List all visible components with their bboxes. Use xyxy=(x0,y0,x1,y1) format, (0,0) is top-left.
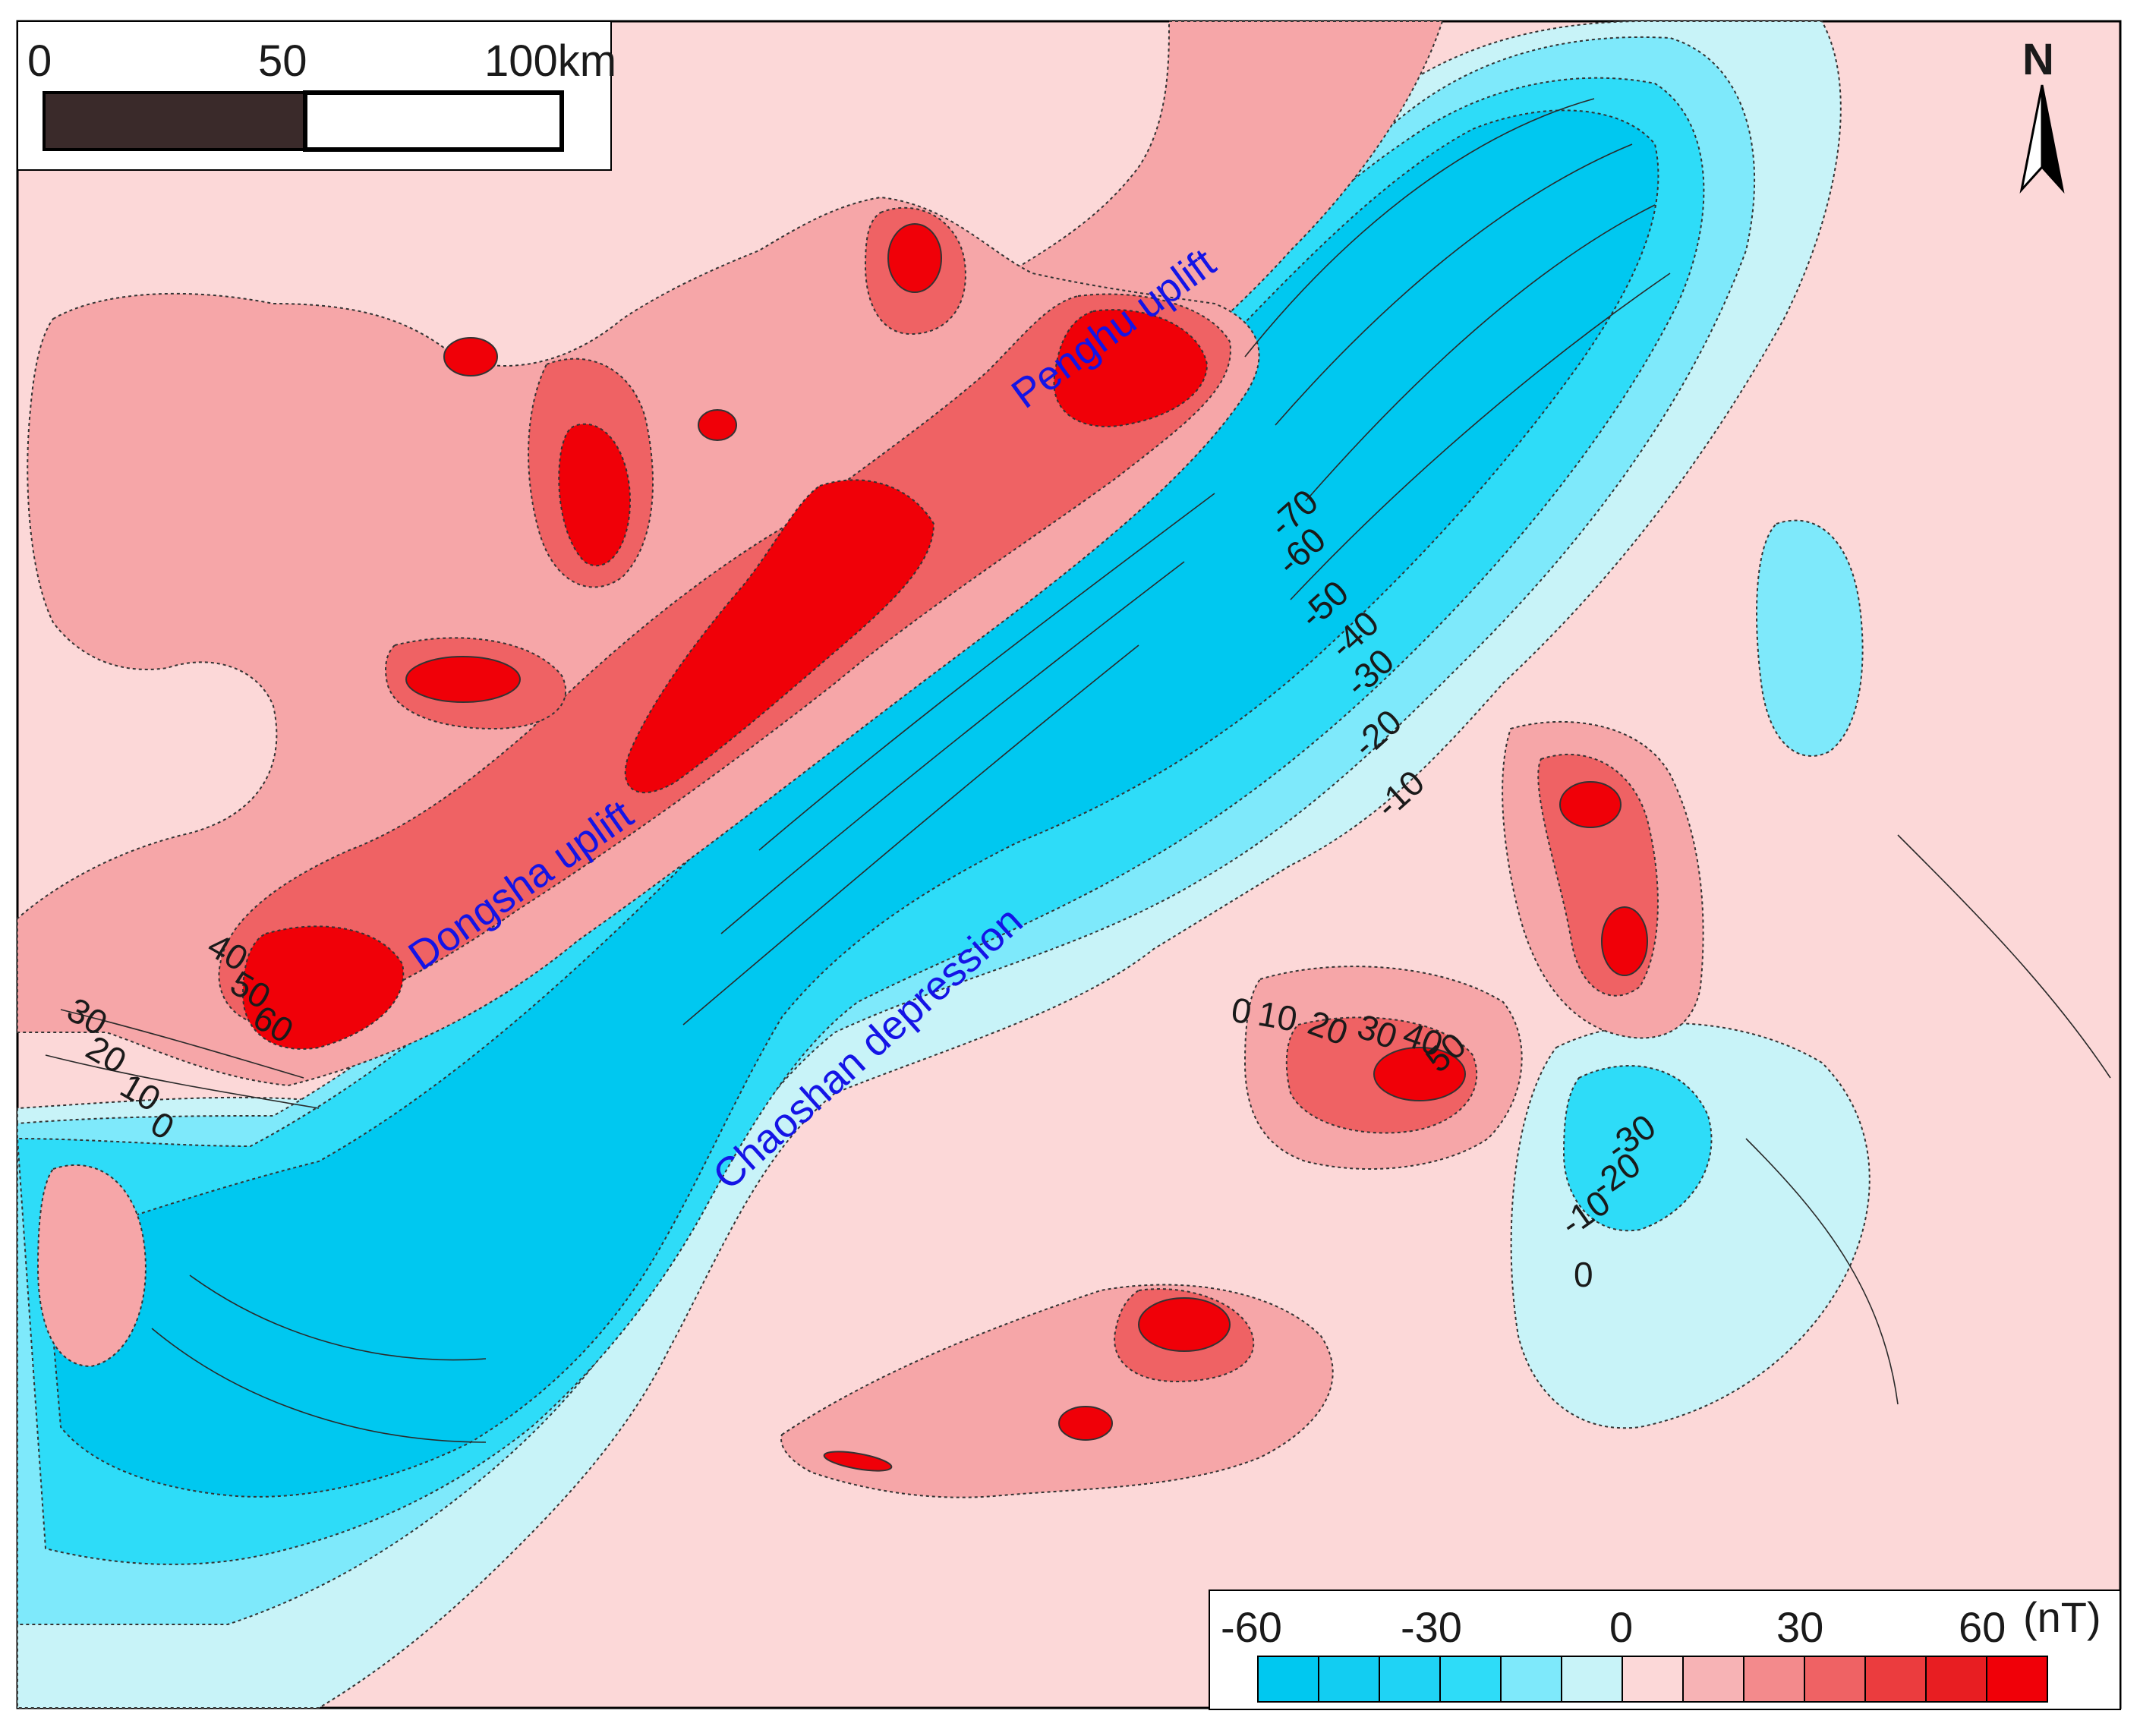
red-core-penghu xyxy=(1053,309,1209,427)
legend-swatch xyxy=(1986,1656,2048,1703)
contour-line xyxy=(1305,204,1656,502)
positive-anomaly-zones xyxy=(17,20,1704,1498)
legend-swatch xyxy=(1925,1656,1987,1703)
red-core-south xyxy=(1138,1297,1231,1352)
contour-line xyxy=(1290,273,1671,600)
legend-swatch xyxy=(1439,1656,1502,1703)
contour-line xyxy=(720,561,1185,934)
legend-swatch xyxy=(1743,1656,1805,1703)
red-core-northwest xyxy=(558,423,632,567)
red-core-southwest xyxy=(1058,1406,1113,1441)
legend-swatch xyxy=(1500,1656,1562,1703)
contour-line xyxy=(1745,1138,1899,1405)
contour-label: 0 xyxy=(1574,1255,1593,1294)
legend-tick-label: 60 xyxy=(1959,1603,2006,1651)
red-core-main-ridge xyxy=(624,479,935,794)
red-core-dongsha xyxy=(241,925,405,1050)
legend-swatches xyxy=(1257,1656,2048,1703)
legend-swatch xyxy=(1804,1656,1866,1703)
legend-tick-label: -60 xyxy=(1221,1603,1282,1651)
red-core-south-streak xyxy=(823,1451,893,1472)
legend-swatch xyxy=(1379,1656,1441,1703)
legend-swatch xyxy=(1561,1656,1623,1703)
scale-label-50: 50 xyxy=(258,36,307,86)
legend-swatch xyxy=(1682,1656,1744,1703)
contour-line xyxy=(1244,98,1595,358)
legend-swatch xyxy=(1864,1656,1927,1703)
scale-bar: 0 50 100km xyxy=(17,20,616,171)
scale-bar-empty-segment xyxy=(303,90,564,152)
scale-bar-filled-segment xyxy=(43,91,307,151)
cyan-east-patch xyxy=(1756,519,1864,757)
contour-line xyxy=(151,1328,487,1443)
red-core-east-central xyxy=(1373,1047,1466,1101)
legend-tick-label: 0 xyxy=(1609,1603,1633,1651)
legend-tick-label: 30 xyxy=(1776,1603,1823,1651)
cyan-southeast-spot xyxy=(1562,1065,1713,1232)
red-core-east-top xyxy=(1559,781,1622,828)
legend-swatch xyxy=(1257,1656,1319,1703)
contour-line xyxy=(1897,834,2111,1079)
legend-tick-label: -30 xyxy=(1401,1603,1462,1651)
contour-label: 10 xyxy=(1255,994,1300,1039)
contour-lines xyxy=(45,98,2111,1443)
color-legend: -60 -30 0 30 60 (nT) xyxy=(1209,1589,2121,1710)
contour-line xyxy=(60,1009,304,1079)
red-core-east-bottom xyxy=(1601,906,1648,976)
red-core-small-2 xyxy=(698,409,737,441)
legend-unit: (nT) xyxy=(2023,1593,2101,1641)
legend-swatch xyxy=(1622,1656,1684,1703)
contour-line xyxy=(758,493,1215,851)
north-arrow: N xyxy=(2019,35,2065,194)
red-core-west-lobe xyxy=(405,656,521,703)
scale-label-0: 0 xyxy=(27,36,52,86)
red-core-small xyxy=(443,337,498,377)
contour-line xyxy=(1275,143,1633,426)
north-label: N xyxy=(2022,35,2054,84)
legend-swatch xyxy=(1318,1656,1380,1703)
contour-line xyxy=(45,1054,320,1109)
red-core-north-peak xyxy=(887,223,942,293)
pink-west-lobe xyxy=(36,1164,147,1368)
scale-label-100km: 100km xyxy=(484,36,616,86)
north-arrow-icon xyxy=(2019,84,2065,194)
contour-line xyxy=(682,644,1139,1026)
contour-line xyxy=(189,1274,487,1361)
